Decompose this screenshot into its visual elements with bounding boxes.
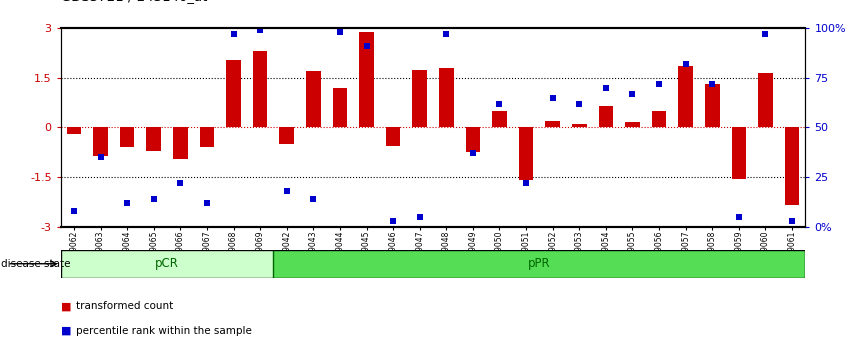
Point [625, 91, 639, 97]
Bar [758, 73, 772, 127]
Point [253, 28, 267, 33]
Bar [333, 88, 347, 127]
Point [94, 154, 107, 160]
Point [67, 208, 81, 213]
Point [147, 196, 161, 202]
Bar [199, 127, 214, 147]
Point [173, 180, 187, 186]
Text: GDS3721 / 243140_at: GDS3721 / 243140_at [61, 0, 207, 3]
Bar [412, 70, 427, 127]
Point [679, 61, 693, 67]
Point [732, 214, 746, 219]
Text: pCR: pCR [155, 257, 179, 270]
Point [359, 43, 373, 49]
Point [546, 95, 559, 101]
Bar [385, 127, 400, 145]
Text: ■: ■ [61, 301, 74, 311]
Bar [173, 127, 188, 159]
Bar [466, 127, 481, 152]
Point [200, 200, 214, 206]
Point [413, 214, 427, 219]
Bar [598, 106, 613, 127]
Text: percentile rank within the sample: percentile rank within the sample [76, 326, 252, 336]
Point [386, 218, 400, 223]
Bar [572, 124, 586, 127]
Point [785, 218, 799, 223]
Point [493, 101, 507, 107]
Text: disease state: disease state [1, 259, 70, 269]
Bar [306, 71, 320, 127]
Point [599, 85, 613, 91]
Point [333, 29, 346, 35]
Bar [280, 127, 294, 144]
Bar [519, 127, 533, 180]
Bar [652, 111, 667, 127]
Bar [253, 51, 268, 127]
Bar [274, 250, 805, 278]
Bar [492, 111, 507, 127]
Bar [94, 127, 108, 155]
Point [466, 150, 480, 156]
Bar [67, 127, 81, 134]
Bar [61, 250, 274, 278]
Point [706, 81, 720, 87]
Point [572, 101, 586, 107]
Point [120, 200, 134, 206]
Point [439, 32, 453, 37]
Bar [359, 32, 374, 127]
Bar [146, 127, 161, 150]
Point [227, 32, 241, 37]
Bar [226, 60, 241, 127]
Point [307, 196, 320, 202]
Bar [546, 121, 560, 127]
Text: ■: ■ [61, 326, 74, 336]
Text: pPR: pPR [528, 257, 551, 270]
Point [520, 180, 533, 186]
Bar [678, 66, 693, 127]
Bar [439, 68, 454, 127]
Text: transformed count: transformed count [76, 301, 173, 311]
Point [280, 188, 294, 194]
Bar [625, 122, 640, 127]
Bar [705, 85, 720, 127]
Bar [120, 127, 134, 147]
Point [759, 32, 772, 37]
Point [652, 81, 666, 87]
Bar [785, 127, 799, 205]
Bar [732, 127, 746, 179]
